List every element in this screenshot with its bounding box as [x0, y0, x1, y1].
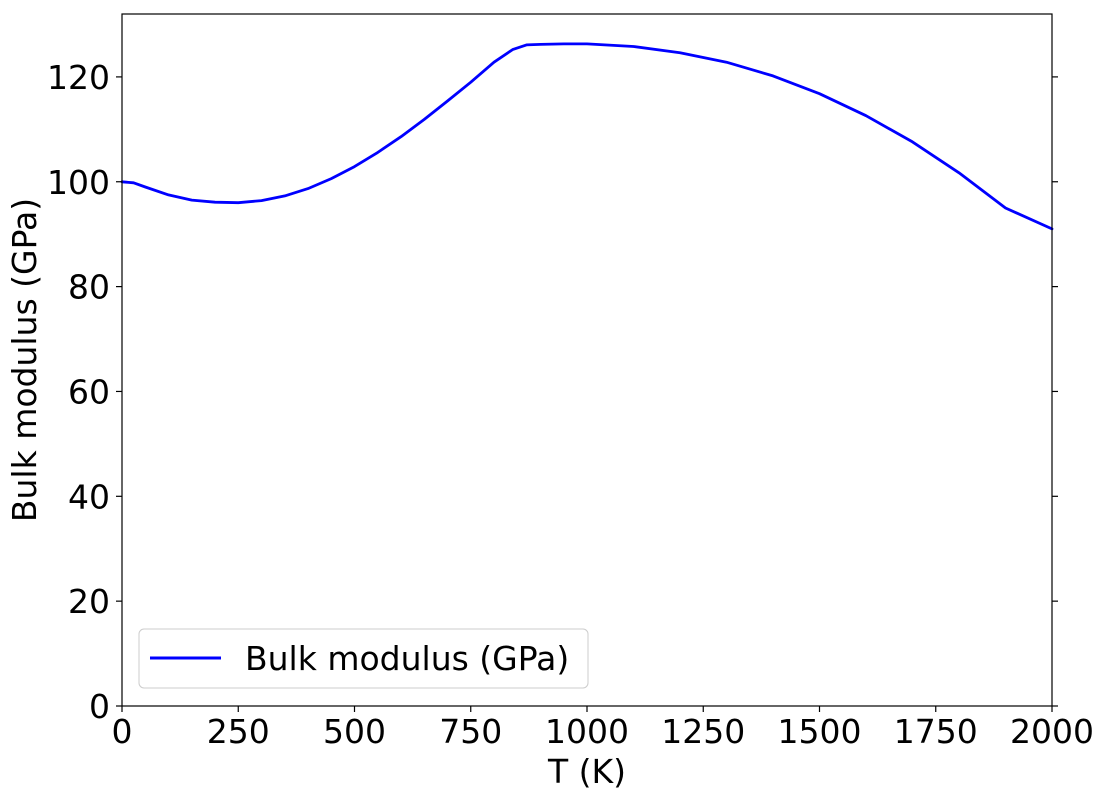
y-tick-label: 120: [47, 58, 110, 97]
x-tick-label: 250: [207, 712, 270, 751]
legend: Bulk modulus (GPa): [138, 628, 589, 689]
x-tick-label: 1750: [894, 712, 978, 751]
y-tick-label: 60: [68, 372, 110, 411]
x-axis-label: T (K): [547, 752, 626, 791]
x-tick-label: 750: [439, 712, 502, 751]
plot-frame: [121, 13, 1053, 707]
legend-box: [138, 628, 589, 689]
y-axis-label: Bulk modulus (GPa): [5, 198, 44, 522]
y-tick-label: 80: [68, 268, 110, 307]
legend-label: Bulk modulus (GPa): [245, 639, 569, 678]
x-tick-label: 2000: [1010, 712, 1094, 751]
y-tick-label: 40: [68, 477, 110, 516]
plot-layer: [120, 42, 1054, 231]
x-tick-label: 500: [323, 712, 386, 751]
y-tick-label: 100: [47, 163, 110, 202]
ticks-layer: 0 250 500 750 1000 1250 1500 1750 2000 0 20 40 60 80 1…: [47, 58, 1094, 751]
series-line-0: [120, 42, 1054, 231]
x-tick-label: 1000: [545, 712, 629, 751]
x-tick-label: 1500: [778, 712, 862, 751]
y-tick-label: 20: [68, 582, 110, 621]
x-tick-label: 1250: [661, 712, 745, 751]
x-tick-label: 0: [112, 712, 133, 751]
y-tick-label: 0: [89, 687, 110, 726]
